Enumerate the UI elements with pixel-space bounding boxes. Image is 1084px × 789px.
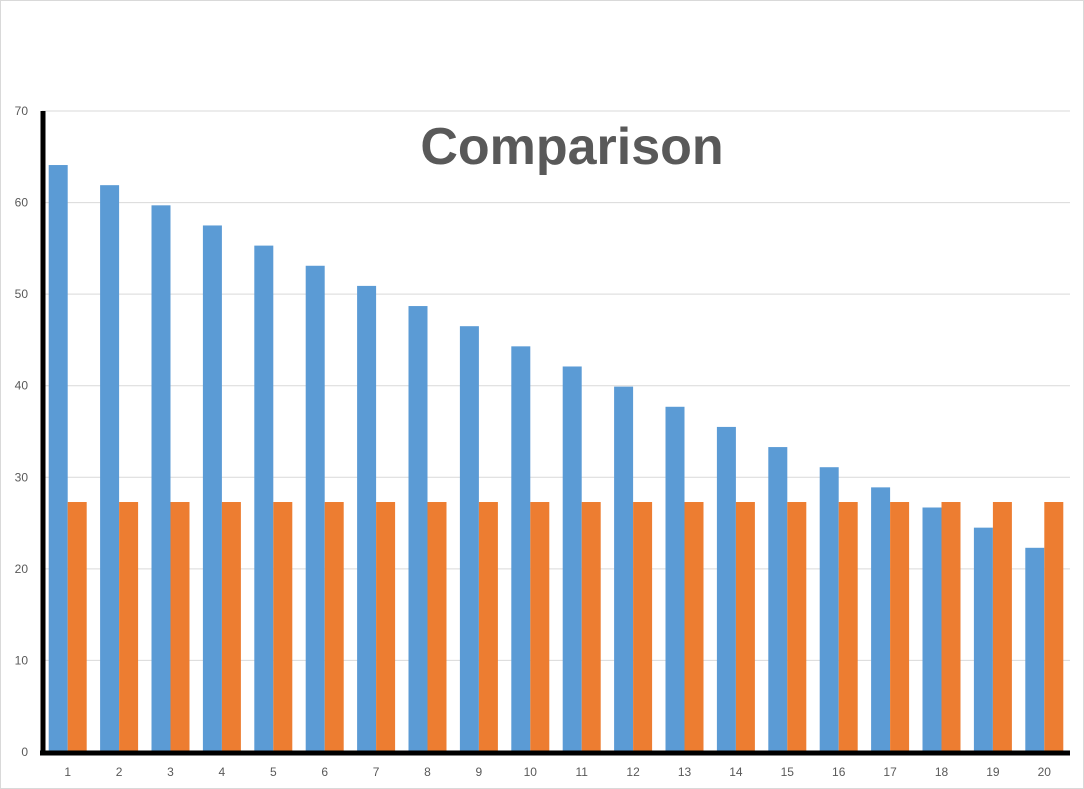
bar-series-2-cat-5	[273, 502, 293, 752]
bar-series-1-cat-9	[459, 326, 479, 752]
bar-series-2-cat-18	[941, 502, 961, 752]
x-tick-label: 6	[321, 765, 328, 779]
y-tick-label: 40	[15, 379, 29, 393]
x-tick-label: 4	[219, 765, 226, 779]
y-tick-label: 20	[15, 562, 29, 576]
x-tick-label: 11	[575, 765, 588, 779]
bar-series-1-cat-4	[202, 225, 222, 752]
bar-series-2-cat-15	[787, 502, 807, 752]
bar-series-2-cat-7	[376, 502, 396, 752]
bar-series-1-cat-1	[48, 165, 68, 752]
bar-series-2-cat-4	[221, 502, 241, 752]
bar-series-2-cat-6	[324, 502, 344, 752]
y-tick-label: 50	[15, 287, 29, 301]
bars	[48, 165, 1064, 753]
bar-series-2-cat-12	[633, 502, 653, 752]
bar-series-1-cat-19	[973, 527, 993, 752]
bar-series-1-cat-14	[716, 426, 736, 752]
bar-series-1-cat-6	[305, 265, 325, 752]
chart-title: Comparison	[420, 118, 723, 176]
bar-series-1-cat-15	[768, 447, 788, 752]
gridlines	[42, 110, 1070, 661]
x-tick-label: 9	[476, 765, 483, 779]
bar-series-1-cat-16	[819, 467, 839, 752]
bar-series-1-cat-8	[408, 306, 428, 752]
x-tick-label: 14	[729, 765, 743, 779]
x-tick-label: 8	[424, 765, 431, 779]
bar-series-2-cat-14	[735, 502, 755, 752]
bar-series-1-cat-20	[1025, 547, 1045, 752]
x-tick-label: 12	[626, 765, 640, 779]
y-tick-label: 70	[15, 104, 29, 118]
bar-series-1-cat-3	[151, 205, 171, 752]
x-tick-label: 18	[935, 765, 949, 779]
x-tick-label: 2	[116, 765, 123, 779]
bar-series-2-cat-3	[170, 502, 190, 752]
bar-series-1-cat-11	[562, 366, 582, 752]
y-tick-label: 0	[21, 745, 28, 759]
x-tick-label: 13	[678, 765, 692, 779]
bar-series-1-cat-17	[871, 487, 891, 752]
bar-series-1-cat-18	[922, 507, 942, 752]
x-tick-label: 20	[1038, 765, 1052, 779]
bar-series-2-cat-9	[478, 502, 498, 752]
bar-series-2-cat-16	[838, 502, 858, 752]
bar-series-1-cat-10	[511, 346, 531, 752]
y-tick-label: 10	[15, 653, 29, 667]
x-tick-label: 17	[883, 765, 897, 779]
x-tick-label: 7	[373, 765, 380, 779]
bar-series-2-cat-20	[1044, 502, 1064, 752]
bar-series-2-cat-13	[684, 502, 704, 752]
x-tick-label: 10	[524, 765, 538, 779]
bar-series-2-cat-11	[581, 502, 601, 752]
x-tick-label: 16	[832, 765, 846, 779]
bar-series-1-cat-7	[357, 285, 377, 752]
x-tick-label: 1	[64, 765, 71, 779]
bar-series-1-cat-2	[100, 185, 120, 753]
bar-series-1-cat-5	[254, 245, 274, 753]
bar-series-2-cat-17	[890, 502, 910, 752]
bar-series-2-cat-19	[992, 502, 1012, 752]
bar-series-2-cat-10	[530, 502, 550, 752]
x-tick-label: 5	[270, 765, 277, 779]
bar-series-2-cat-2	[119, 502, 139, 752]
x-tick-label: 3	[167, 765, 174, 779]
y-tick-label: 60	[15, 196, 29, 210]
x-tick-label: 15	[781, 765, 795, 779]
x-tick-label: 19	[986, 765, 1000, 779]
y-tick-label: 30	[15, 470, 29, 484]
bar-series-1-cat-12	[614, 386, 634, 752]
bar-series-2-cat-1	[67, 502, 87, 752]
bar-series-2-cat-8	[427, 502, 447, 752]
axes	[40, 111, 1070, 756]
bar-series-1-cat-13	[665, 406, 685, 752]
